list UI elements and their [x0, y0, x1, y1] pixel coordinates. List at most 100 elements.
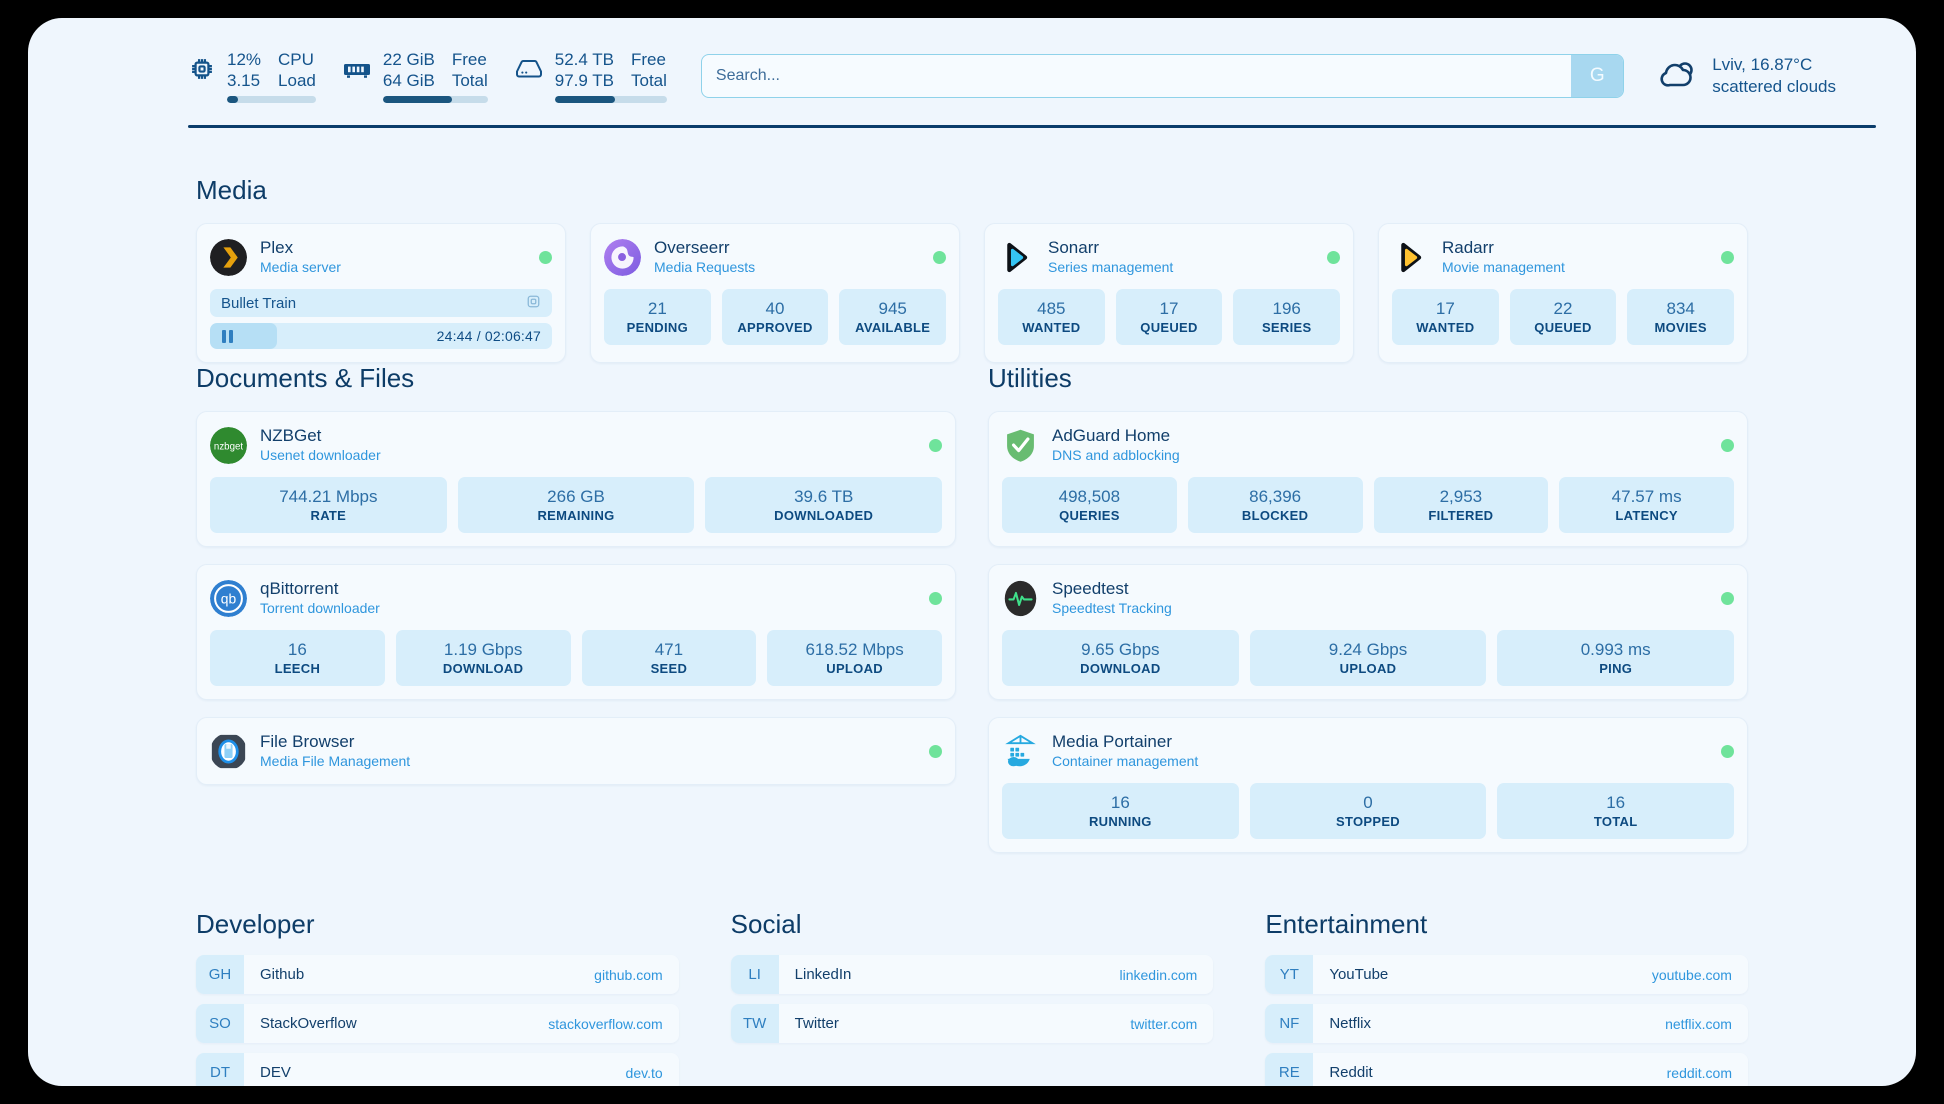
- bookmark-name: StackOverflow: [260, 1015, 357, 1032]
- bookmark-name: DEV: [260, 1064, 291, 1081]
- stat-tile-label: SERIES: [1261, 320, 1312, 335]
- bookmark-url: linkedin.com: [1119, 966, 1198, 983]
- stat-tile: 0.993 ms PING: [1497, 630, 1735, 686]
- svg-text:nzbget: nzbget: [214, 441, 243, 452]
- bookmark-name: Github: [260, 966, 305, 983]
- status-indicator-online: [929, 744, 942, 758]
- overseerr-icon: [604, 238, 641, 276]
- bookmark-item[interactable]: LI LinkedIn linkedin.com: [730, 955, 1214, 994]
- stat-label-primary: Free: [451, 50, 487, 69]
- service-card[interactable]: Media Portainer Container management 16 …: [988, 717, 1748, 853]
- stat-tile: 86,396 BLOCKED: [1187, 477, 1363, 533]
- stat-value-secondary: 97.9 TB: [554, 71, 614, 90]
- stat-tile: 16 TOTAL: [1497, 783, 1735, 839]
- service-card[interactable]: AdGuard Home DNS and adblocking 498,508 …: [988, 411, 1748, 547]
- search-input[interactable]: [701, 55, 1572, 97]
- search-box[interactable]: G: [700, 54, 1625, 98]
- bookmark-abbr: YT: [1265, 955, 1314, 994]
- adguard-icon: [1002, 427, 1039, 464]
- bookmarks-grid: Developer GH Github github.com SO StackO…: [196, 909, 1748, 1086]
- header-divider: [188, 125, 1876, 128]
- dashboard-page: 12% 3.15 CPU Load 22 GiB: [28, 18, 1916, 1086]
- service-card[interactable]: nzbget NZBGet Usenet downloader 744.21 M…: [196, 411, 956, 547]
- memory-icon: [342, 55, 372, 88]
- stat-tile-label: QUERIES: [1059, 508, 1120, 523]
- stat-tile-label: BLOCKED: [1241, 508, 1309, 523]
- bookmark-item[interactable]: RE Reddit reddit.com: [1265, 1053, 1748, 1086]
- service-stat-tiles: 744.21 Mbps RATE 266 GB REMAINING 39.6 T…: [210, 477, 943, 533]
- search-submit-button[interactable]: G: [1571, 55, 1624, 97]
- stat-tile-value: 16: [1606, 793, 1626, 812]
- service-card[interactable]: qb qBittorrent Torrent downloader 16 LEE…: [196, 564, 956, 700]
- playback-progress-bar[interactable]: 24:44 / 02:06:47: [210, 323, 552, 349]
- bookmark-url: youtube.com: [1651, 966, 1732, 983]
- bookmark-list: LI LinkedIn linkedin.com TW Twitter twit…: [730, 955, 1214, 1043]
- stat-value-primary: 22 GiB: [382, 50, 435, 69]
- bookmark-name: LinkedIn: [794, 966, 852, 983]
- service-description: Torrent downloader: [260, 600, 380, 616]
- radarr-icon: [1392, 239, 1429, 276]
- utilities-card-list: AdGuard Home DNS and adblocking 498,508 …: [988, 411, 1748, 853]
- system-stat-memory: 22 GiB 64 GiB Free Total: [342, 49, 488, 103]
- stat-tile-label: RATE: [310, 508, 347, 523]
- stat-tile-label: UPLOAD: [826, 661, 883, 676]
- service-card[interactable]: Sonarr Series management 485 WANTED 17 Q…: [984, 223, 1354, 363]
- service-card[interactable]: Plex Media server Bullet Train 24:44 / 0…: [196, 223, 566, 363]
- bookmark-item[interactable]: SO StackOverflow stackoverflow.com: [196, 1004, 679, 1043]
- section-title-documents: Documents & Files: [196, 363, 415, 393]
- stat-tile-label: TOTAL: [1593, 814, 1638, 829]
- playback-time: 24:44 / 02:06:47: [436, 328, 541, 344]
- pause-icon[interactable]: [222, 329, 233, 343]
- stat-tile-label: SEED: [650, 661, 688, 676]
- cast-icon[interactable]: [526, 294, 541, 313]
- stat-tile-value: 196: [1272, 299, 1301, 318]
- service-stat-tiles: 498,508 QUERIES 86,396 BLOCKED 2,953 FIL…: [1002, 477, 1734, 533]
- stat-tile: 17 QUEUED: [1115, 289, 1223, 345]
- service-name: File Browser: [260, 732, 355, 751]
- stat-tile-value: 0.993 ms: [1580, 640, 1651, 659]
- stat-tile-value: 47.57 ms: [1611, 487, 1682, 506]
- stat-tile: 17 WANTED: [1392, 289, 1499, 345]
- stat-tile-value: 834: [1666, 299, 1695, 318]
- stat-tile-label: RUNNING: [1088, 814, 1152, 829]
- service-card-header: Speedtest Speedtest Tracking: [1002, 578, 1734, 618]
- stat-tile-value: 16: [287, 640, 307, 659]
- service-card-header: Plex Media server: [210, 237, 552, 277]
- bookmark-name: YouTube: [1329, 966, 1389, 983]
- bookmark-abbr: GH: [196, 955, 244, 994]
- service-card-header: AdGuard Home DNS and adblocking: [1002, 425, 1734, 465]
- bookmark-item[interactable]: YT YouTube youtube.com: [1265, 955, 1748, 994]
- stat-tile-label: LATENCY: [1615, 508, 1678, 523]
- stat-label-primary: Free: [631, 50, 666, 69]
- stat-tile-label: PENDING: [626, 320, 688, 335]
- bookmark-item[interactable]: TW Twitter twitter.com: [730, 1004, 1214, 1043]
- stat-tile-value: 9.65 Gbps: [1081, 640, 1160, 659]
- bookmark-item[interactable]: DT DEV dev.to: [196, 1053, 679, 1086]
- bookmark-abbr: NF: [1265, 1004, 1314, 1043]
- section-title-utilities: Utilities: [988, 363, 1072, 393]
- service-stat-tiles: 16 RUNNING 0 STOPPED 16 TOTAL: [1002, 783, 1735, 839]
- plex-icon: [210, 238, 247, 276]
- status-indicator-online: [539, 250, 552, 264]
- bookmark-item[interactable]: NF Netflix netflix.com: [1265, 1004, 1748, 1043]
- service-name: Sonarr: [1048, 238, 1100, 257]
- bookmark-item[interactable]: GH Github github.com: [196, 955, 679, 994]
- service-card[interactable]: Overseerr Media Requests 21 PENDING 40 A…: [590, 223, 960, 363]
- service-description: Container management: [1052, 753, 1199, 769]
- disk-icon: [514, 55, 544, 86]
- stat-tile-value: 618.52 Mbps: [805, 640, 904, 659]
- bookmark-group-title: Developer: [196, 909, 315, 939]
- bookmark-group-title: Entertainment: [1265, 909, 1428, 939]
- stat-progress-bar: [382, 96, 488, 103]
- service-stat-tiles: 485 WANTED 17 QUEUED 196 SERIES: [998, 289, 1341, 345]
- stat-progress-bar: [554, 96, 667, 103]
- stat-tile: 16 LEECH: [210, 630, 385, 686]
- bookmark-url: reddit.com: [1666, 1064, 1732, 1081]
- service-card[interactable]: Speedtest Speedtest Tracking 9.65 Gbps D…: [988, 564, 1748, 700]
- service-card[interactable]: File Browser Media File Management: [196, 717, 956, 785]
- service-name: NZBGet: [260, 426, 322, 445]
- stat-value-secondary: 3.15: [227, 71, 261, 90]
- stat-value-primary: 52.4 TB: [554, 50, 614, 69]
- service-card[interactable]: Radarr Movie management 17 WANTED 22 QUE…: [1378, 223, 1748, 363]
- stat-tile: 16 RUNNING: [1002, 783, 1239, 839]
